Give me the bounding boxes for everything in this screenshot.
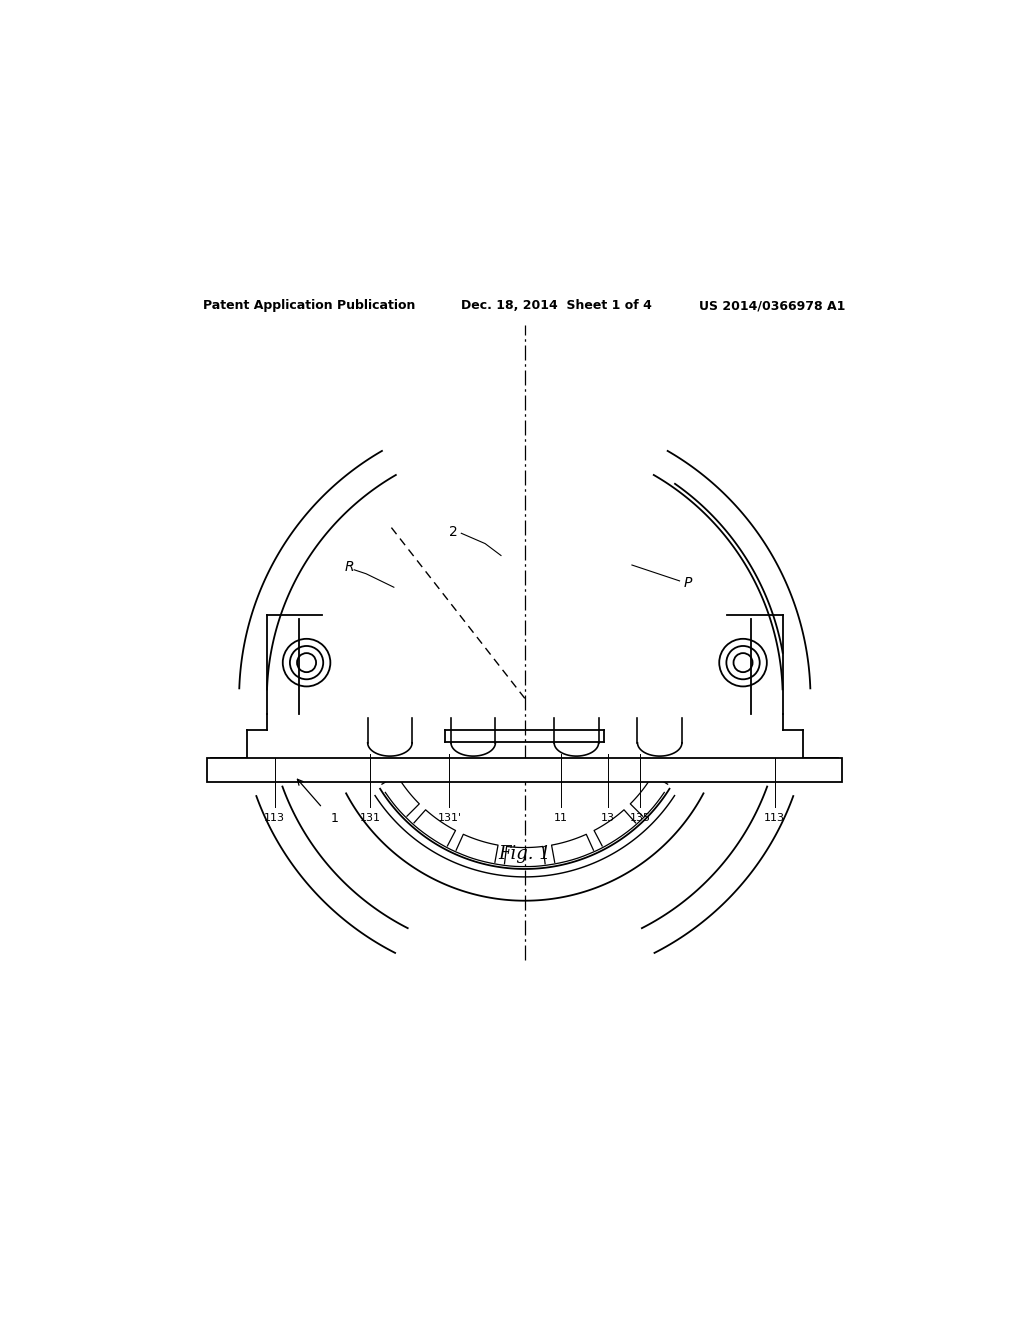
Text: 131': 131' [437,813,462,824]
Text: R: R [344,561,354,574]
Text: P: P [684,577,692,590]
Text: 13: 13 [601,813,615,824]
Text: 113: 113 [264,813,286,824]
Text: US 2014/0366978 A1: US 2014/0366978 A1 [699,300,846,312]
Text: 1: 1 [331,812,338,825]
Text: Patent Application Publication: Patent Application Publication [204,300,416,312]
Text: 11: 11 [554,813,567,824]
Text: 2: 2 [449,524,458,539]
Text: Fig. 1: Fig. 1 [499,845,551,863]
Text: 113: 113 [764,813,785,824]
Text: 135: 135 [630,813,650,824]
Text: Dec. 18, 2014  Sheet 1 of 4: Dec. 18, 2014 Sheet 1 of 4 [461,300,652,312]
Bar [207,758,843,781]
Text: 131: 131 [359,813,381,824]
